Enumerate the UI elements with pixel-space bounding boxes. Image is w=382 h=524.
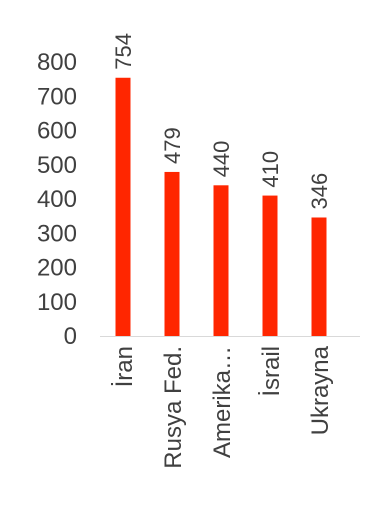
y-tick-label-200: 200 xyxy=(37,255,77,282)
bar-2 xyxy=(164,171,180,336)
data-labels: 754 479 440 410 346 xyxy=(111,33,332,209)
bars xyxy=(115,77,327,336)
data-label-1: 754 xyxy=(111,33,136,70)
category-label-4: İsrail xyxy=(258,346,285,397)
y-tick-label-0: 0 xyxy=(64,323,77,350)
y-tick-label-600: 600 xyxy=(37,118,77,145)
bar-5 xyxy=(311,217,327,336)
data-label-3: 440 xyxy=(209,141,234,178)
category-label-3: Amerika… xyxy=(209,346,236,458)
x-axis-category-labels: İran Rusya Fed. Amerika… İsrail Ukrayna xyxy=(111,345,334,468)
data-label-4: 410 xyxy=(258,151,283,188)
category-label-1: İran xyxy=(111,346,138,387)
bar-1 xyxy=(115,77,131,336)
y-tick-label-500: 500 xyxy=(37,152,77,179)
data-label-5: 346 xyxy=(307,173,332,210)
data-label-2: 479 xyxy=(160,127,185,164)
bar-4 xyxy=(262,195,278,336)
y-tick-label-800: 800 xyxy=(37,49,77,76)
y-tick-label-300: 300 xyxy=(37,220,77,247)
y-tick-label-100: 100 xyxy=(37,289,77,316)
y-axis-ticks: 0 100 200 300 400 500 600 700 800 xyxy=(37,49,77,350)
y-tick-label-400: 400 xyxy=(37,186,77,213)
category-label-5: Ukrayna xyxy=(307,345,334,435)
bar-3 xyxy=(213,185,229,336)
category-label-2: Rusya Fed. xyxy=(160,346,187,469)
y-tick-label-700: 700 xyxy=(37,83,77,110)
